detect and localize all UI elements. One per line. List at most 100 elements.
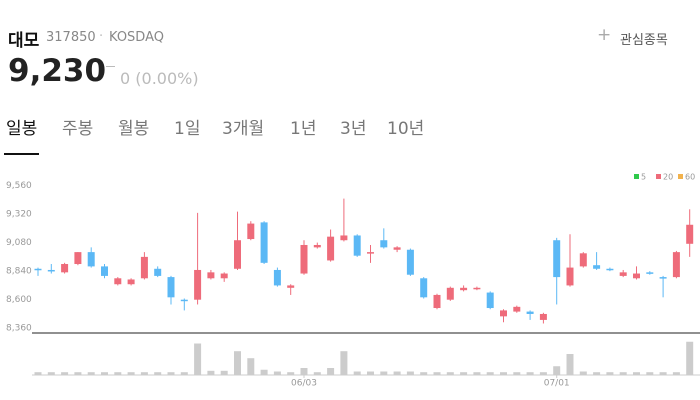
candle-body xyxy=(420,278,428,298)
volume-bar xyxy=(220,370,228,375)
volume-bar xyxy=(287,372,295,375)
volume-bar xyxy=(606,372,614,375)
volume-bar xyxy=(207,370,215,375)
candle-body xyxy=(220,273,228,279)
legend-label: 20 xyxy=(663,173,673,182)
y-tick-label: 8,600 xyxy=(6,295,32,305)
volume-bar xyxy=(393,371,401,375)
volume-bar xyxy=(340,351,348,375)
period-tab[interactable]: 1일 xyxy=(174,119,201,139)
candle-body xyxy=(287,285,295,288)
market: KOSDAQ xyxy=(109,30,164,45)
volume-bar xyxy=(460,372,468,375)
volume-bar xyxy=(194,343,202,375)
volume-bar xyxy=(47,372,55,375)
volume-bar xyxy=(61,372,69,375)
candle-body xyxy=(140,256,148,279)
candle-body xyxy=(526,311,534,314)
volume-bar xyxy=(127,372,135,375)
candle-body xyxy=(486,292,494,309)
volume-bar xyxy=(593,372,601,375)
volume-bar xyxy=(566,354,574,375)
y-tick-label: 9,560 xyxy=(6,181,32,191)
candle-body xyxy=(313,244,321,248)
candle-body xyxy=(47,269,55,272)
candle-body xyxy=(566,267,574,286)
volume-bar xyxy=(367,371,374,375)
period-tab[interactable]: 일봉 xyxy=(6,119,38,139)
volume-bar xyxy=(353,371,361,375)
period-tab[interactable]: 월봉 xyxy=(118,119,150,139)
volume-bar xyxy=(154,372,162,375)
candle-body xyxy=(646,272,654,274)
candle-body xyxy=(114,278,122,285)
volume-bar xyxy=(686,341,694,375)
volume-bar xyxy=(74,372,82,375)
candle-body xyxy=(460,287,468,291)
tab-underline xyxy=(4,153,39,155)
volume-bar xyxy=(300,368,308,375)
favorite-button[interactable]: 관심종목 xyxy=(620,33,668,48)
candle-body xyxy=(593,265,601,269)
candle-body xyxy=(633,273,640,279)
volume-bar xyxy=(87,372,95,375)
candle-body xyxy=(659,277,667,279)
volume-bar xyxy=(380,371,388,375)
candle-body xyxy=(672,252,680,278)
volume-bar xyxy=(433,372,441,375)
candle-body xyxy=(180,299,188,302)
candle-body xyxy=(367,252,374,254)
y-tick-label: 9,080 xyxy=(6,238,32,248)
y-tick-label: 9,320 xyxy=(6,210,32,220)
y-tick-label: 8,360 xyxy=(6,324,32,334)
volume-bar xyxy=(526,372,534,375)
volume-bar xyxy=(579,371,587,375)
volume-bar xyxy=(101,372,108,375)
volume-bar xyxy=(34,372,42,375)
period-tab[interactable]: 1년 xyxy=(290,119,317,139)
candle-body xyxy=(380,240,388,248)
volume-bar xyxy=(273,371,281,375)
candle-body xyxy=(340,235,348,241)
candle-body xyxy=(619,272,627,276)
candle-body xyxy=(154,268,162,276)
candle-body xyxy=(74,252,82,265)
period-tab[interactable]: 주봉 xyxy=(62,119,94,139)
volume-bar xyxy=(633,372,640,375)
x-tick-label: 07/01 xyxy=(544,379,570,389)
volume-bar xyxy=(114,372,122,375)
candle-body xyxy=(234,240,241,269)
volume-bar xyxy=(500,372,507,375)
legend-label: 5 xyxy=(641,173,646,182)
candle-body xyxy=(606,268,614,271)
candle-body xyxy=(207,272,215,279)
volume-bar xyxy=(659,372,667,375)
separator: · xyxy=(99,29,104,44)
volume-bar xyxy=(180,372,188,375)
period-tab[interactable]: 10년 xyxy=(387,119,425,139)
stock-code: 317850 xyxy=(46,30,96,45)
plus-icon[interactable]: + xyxy=(597,25,612,45)
candle-body xyxy=(353,235,361,256)
volume-bar xyxy=(140,372,148,375)
period-tab[interactable]: 3년 xyxy=(340,119,367,139)
volume-bar xyxy=(619,372,627,375)
volume-bar xyxy=(539,372,547,375)
volume-bar xyxy=(473,372,481,375)
change: 0 (0.00%) xyxy=(120,69,199,88)
period-tab[interactable]: 3개월 xyxy=(222,119,265,139)
candle-body xyxy=(500,310,507,317)
candle-body xyxy=(393,247,401,250)
candle-body xyxy=(579,253,587,267)
volume-bar xyxy=(420,372,428,375)
volume-bar xyxy=(167,372,175,375)
stock-name: 대모 xyxy=(8,31,40,51)
candle-body xyxy=(513,306,521,312)
candle-body xyxy=(433,294,441,309)
y-tick-label: 8,840 xyxy=(6,267,32,277)
legend-swatch xyxy=(678,174,683,179)
candle-body xyxy=(87,252,95,267)
volume-bar xyxy=(234,351,241,375)
